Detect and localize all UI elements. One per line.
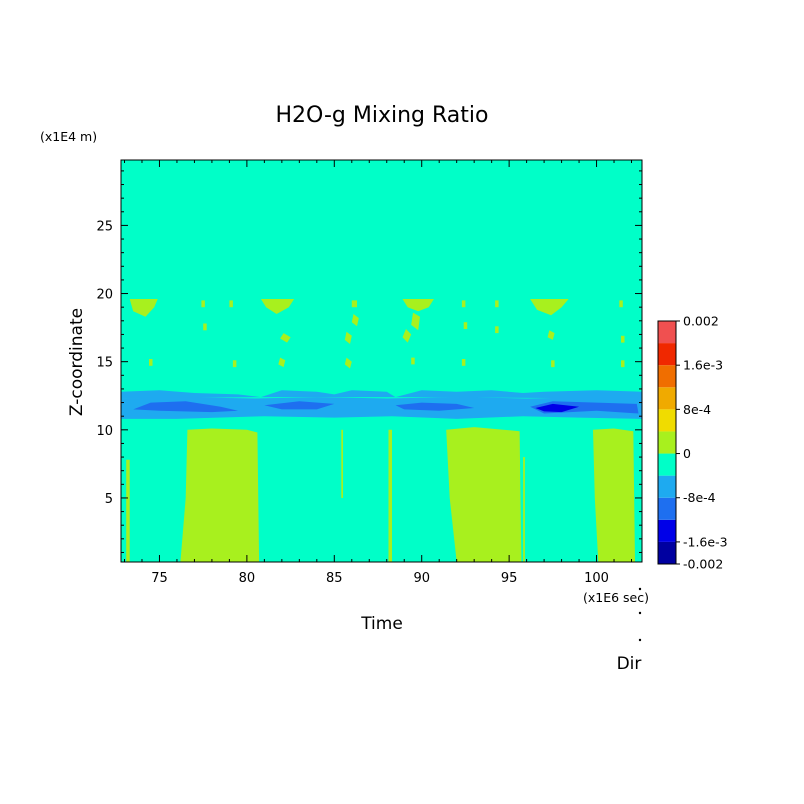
contour-region [547, 330, 555, 340]
contour-region [126, 459, 130, 562]
y-tick-label: 5 [105, 492, 113, 507]
x-tick-label: 90 [413, 571, 430, 586]
dot-mark [638, 638, 642, 642]
colorbar-swatch [658, 409, 676, 432]
contour-region [229, 300, 233, 308]
contour-region [278, 357, 286, 368]
dot-mark [638, 611, 642, 615]
contour-region [129, 299, 158, 317]
colorbar: 0.002 1.6e-3 8e-4 0 -8e-4 -1.6e-3 -0.002 [657, 314, 728, 572]
plot-frame [120, 159, 643, 563]
contour-region [180, 428, 260, 562]
contour-region [201, 300, 205, 308]
colorbar-swatch [658, 321, 676, 344]
contour-region [593, 428, 635, 562]
colorbar-label: 0.002 [683, 314, 719, 329]
colorbar-swatch [658, 387, 676, 410]
contour-region [264, 401, 335, 410]
colorbar-label: -1.6e-3 [683, 534, 728, 549]
colorbar-swatch [658, 343, 676, 366]
x-axis: 75 80 85 90 95 100 [123, 160, 633, 586]
contour-region [260, 299, 295, 314]
colorbar-label: 8e-4 [683, 402, 711, 417]
contour-region [341, 429, 343, 498]
x-tick-label: 75 [151, 571, 168, 586]
contour-region [411, 357, 415, 365]
contour-region [495, 300, 499, 308]
x-tick-label: 95 [501, 571, 518, 586]
contour-region [260, 390, 396, 398]
y-axis: 5 10 15 20 25 [96, 170, 642, 553]
colorbar-swatch [658, 431, 676, 454]
colorbar-label: 1.6e-3 [683, 358, 723, 373]
y-tick-label: 10 [96, 424, 113, 439]
contour-region [523, 457, 525, 562]
colorbar-label: 0 [683, 446, 691, 461]
y-tick-label: 20 [96, 288, 113, 303]
contour-region [530, 299, 569, 316]
contour-region [344, 331, 352, 344]
contour-region [551, 360, 555, 368]
x-tick-label: 100 [584, 571, 609, 586]
contour-region [388, 429, 392, 562]
colorbar-frame [657, 320, 677, 565]
colorbar-swatch [658, 365, 676, 388]
colorbar-swatch [658, 453, 676, 476]
contour-region [411, 312, 420, 331]
contour-region [395, 402, 475, 411]
contour-region [121, 397, 642, 419]
contour-region [280, 333, 291, 343]
dot-mark [638, 587, 642, 591]
x-tick-label: 80 [239, 571, 256, 586]
x-unit-label: (x1E6 sec) [583, 590, 649, 605]
colorbar-swatch [658, 497, 676, 520]
contour-region [535, 403, 580, 413]
contour-region [232, 360, 237, 368]
corner-label: Dir [617, 654, 642, 674]
y-tick-label: 25 [96, 219, 113, 234]
contour-region [619, 300, 623, 308]
contour-region [395, 390, 642, 399]
contour-region [621, 360, 625, 368]
contour-region [461, 359, 466, 366]
y-axis-label: Z-coordinate [67, 308, 87, 416]
contour-region [402, 299, 434, 312]
contour-region [402, 329, 412, 343]
x-axis-label: Time [360, 614, 403, 634]
chart-title: H2O-g Mixing Ratio [276, 103, 489, 128]
colorbar-label: -8e-4 [683, 490, 716, 505]
contour-region [461, 300, 466, 308]
x-tick-label: 85 [326, 571, 343, 586]
contour-region [351, 314, 359, 327]
contour-region [463, 322, 468, 329]
colorbar-swatch [658, 519, 676, 542]
contour-region [495, 326, 499, 334]
colorbar-swatch [658, 475, 676, 498]
colorbar-swatch [658, 541, 676, 564]
plot-area [120, 159, 643, 563]
colorbar-label: -0.002 [683, 557, 723, 572]
contour-region [149, 359, 153, 366]
contour-region [344, 357, 352, 369]
contour-region [351, 300, 357, 308]
contour-region [121, 390, 261, 399]
y-tick-label: 15 [96, 356, 113, 371]
decor-marks [638, 587, 642, 642]
contour-region [203, 323, 207, 331]
contour-region [621, 335, 625, 343]
contour-region [133, 401, 239, 413]
contour-region [446, 427, 522, 562]
y-unit-label: (x1E4 m) [40, 129, 97, 144]
